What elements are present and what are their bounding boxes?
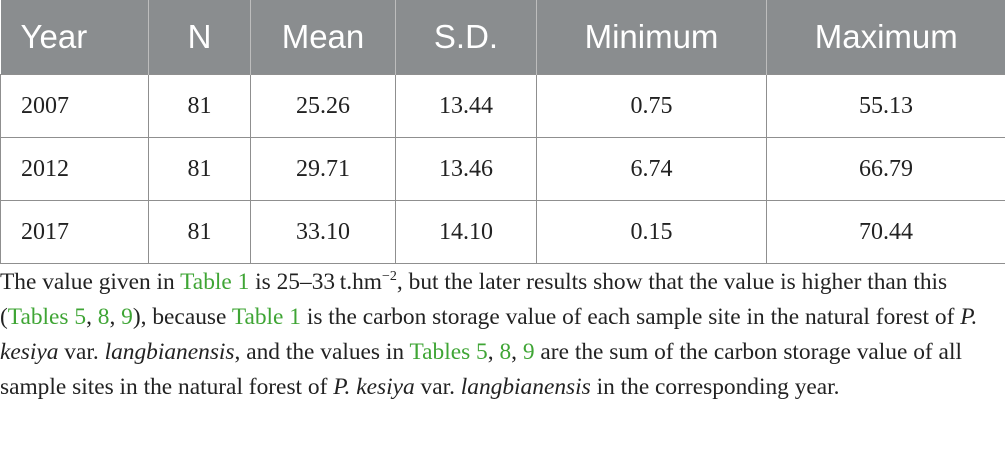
header-n: N	[148, 0, 251, 75]
text-run: is the carbon storage value of each samp…	[300, 304, 961, 330]
data-table: Year N Mean S.D. Minimum Maximum 2007 81…	[0, 0, 1005, 264]
cell-n: 81	[148, 74, 251, 138]
cell-n: 81	[148, 200, 251, 264]
table-header-row: Year N Mean S.D. Minimum Maximum	[0, 0, 1005, 75]
table-row: 2017 81 33.10 14.10 0.15 70.44	[0, 200, 1005, 264]
separator: ,	[511, 339, 523, 365]
table-1-link[interactable]: Table 1	[180, 269, 250, 295]
tables-5-link[interactable]: Tables 5	[7, 304, 87, 330]
cell-sd: 14.10	[395, 200, 537, 264]
cell-maximum: 66.79	[766, 137, 1005, 201]
cell-year: 2012	[0, 137, 149, 201]
header-sd: S.D.	[395, 0, 537, 75]
header-maximum: Maximum	[766, 0, 1005, 75]
cell-mean: 33.10	[250, 200, 396, 264]
cell-sd: 13.44	[395, 74, 537, 138]
cell-minimum: 0.15	[536, 200, 767, 264]
cell-minimum: 0.75	[536, 74, 767, 138]
table-row: 2012 81 29.71 13.46 6.74 66.79	[0, 137, 1005, 201]
separator: ,	[86, 304, 98, 330]
table-8-link[interactable]: 8	[97, 304, 110, 330]
text-run: is 25–33 t.hm	[249, 269, 383, 295]
separator: ,	[487, 339, 500, 365]
table-8-link[interactable]: 8	[499, 339, 512, 365]
cell-sd: 13.46	[395, 137, 537, 201]
body-paragraph: The value given in Table 1 is 25–33 t.hm…	[0, 265, 1000, 405]
cell-mean: 29.71	[250, 137, 396, 201]
cell-year: 2007	[0, 74, 149, 138]
table-row: 2007 81 25.26 13.44 0.75 55.13	[0, 74, 1005, 138]
header-year: Year	[0, 0, 149, 75]
text-run: The value given in	[0, 269, 181, 295]
superscript: −2	[382, 269, 397, 284]
separator: ,	[109, 304, 122, 330]
text-run: ), because	[132, 304, 232, 330]
text-run: are the sum of the carbon storage value …	[0, 339, 962, 400]
cell-maximum: 55.13	[766, 74, 1005, 138]
cell-year: 2017	[0, 200, 149, 264]
table-1-link[interactable]: Table 1	[231, 304, 301, 330]
text-run: , and the values in	[234, 339, 410, 365]
cell-mean: 25.26	[250, 74, 396, 138]
tables-5-link[interactable]: Tables 5	[409, 339, 488, 365]
header-mean: Mean	[250, 0, 396, 75]
species-name: P. kesiya	[333, 374, 415, 400]
text-run: var.	[414, 374, 461, 400]
table-9-link[interactable]: 9	[121, 304, 133, 330]
cell-n: 81	[148, 137, 251, 201]
table-9-link[interactable]: 9	[522, 339, 535, 365]
text-run: in the corresponding year.	[590, 374, 840, 400]
cell-minimum: 6.74	[536, 137, 767, 201]
cell-maximum: 70.44	[766, 200, 1005, 264]
variety-name: langbianensis	[104, 339, 235, 365]
species-name: P. kesiya	[0, 304, 978, 365]
text-run: , but the later results show that the va…	[0, 269, 948, 330]
text-run: var.	[58, 339, 105, 365]
header-minimum: Minimum	[536, 0, 767, 75]
variety-name: langbianensis	[460, 374, 591, 400]
